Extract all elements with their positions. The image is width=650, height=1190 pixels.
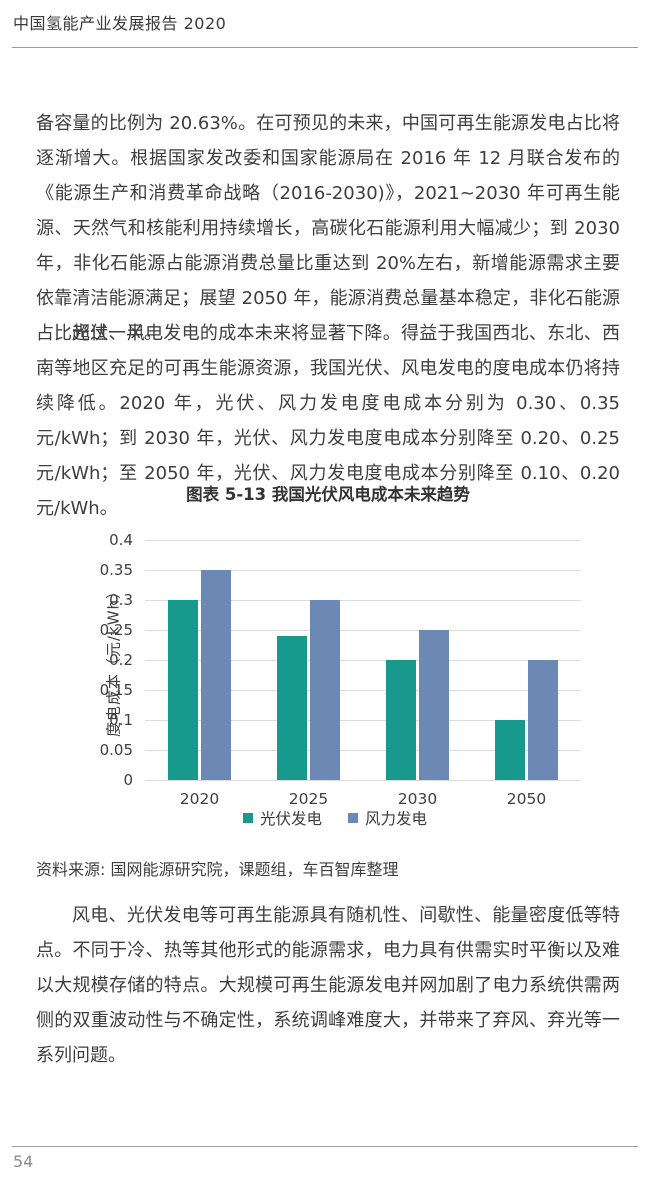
chart-legend: 光伏发电 风力发电 [85, 807, 585, 829]
legend-swatch-icon [348, 813, 358, 823]
y-tick-label: 0.25 [99, 621, 133, 639]
y-gridline [145, 569, 581, 571]
y-tick-label: 0.3 [109, 591, 133, 609]
y-tick-label: 0 [123, 771, 133, 789]
legend-label: 风力发电 [365, 810, 428, 828]
bar-series2-2020 [201, 570, 231, 780]
y-tick-label: 0.1 [109, 711, 133, 729]
legend-swatch-icon [242, 813, 253, 823]
bar-chart-pv-wind-cost: 0 0.05 0.1 0.15 0.2 0.25 0.3 0.35 0.4 2020 2025 203… [85, 515, 585, 837]
y-gridline [145, 779, 581, 781]
y-tick-label: 0.4 [109, 531, 133, 549]
bar-series2-2025 [310, 600, 340, 780]
y-gridline [145, 599, 581, 601]
figure-source: 资料来源: 国网能源研究院，课题组，车百智库整理 [36, 860, 399, 879]
report-header-title: 中国氢能产业发展报告 2020 [13, 14, 227, 33]
bar-series2-2050 [528, 660, 558, 780]
page-number: 54 [13, 1152, 34, 1171]
bar-series1-2020 [168, 600, 198, 780]
y-tick-label: 0.15 [99, 681, 133, 699]
x-tick-label: 2050 [506, 790, 547, 808]
legend-label: 光伏发电 [259, 810, 322, 828]
y-gridline [145, 689, 581, 691]
y-gridline [145, 749, 581, 751]
paragraph-renewable-characteristics: 风电、光伏发电等可再生能源具有随机性、间歇性、能量密度低等特点。不同于冷、热等其… [36, 905, 620, 1066]
y-gridline [145, 539, 581, 541]
legend-item: 光伏发电 [242, 807, 322, 829]
legend-item: 风力发电 [348, 807, 427, 829]
bar-series2-2030 [419, 630, 449, 780]
bar-series1-2050 [495, 720, 525, 780]
paragraph-renewable-outlook: 备容量的比例为 20.63%。在可预见的未来，中国可再生能源发电占比将逐渐增大。… [36, 113, 620, 344]
y-gridline [145, 629, 581, 631]
x-tick-label: 2030 [397, 790, 438, 808]
y-axis-title: 度电成本（元/kWh） [104, 582, 123, 738]
paragraph-cost-decline: 光伏、风电发电的成本未来将显著下降。得益于我国西北、东北、西南等地区充足的可再生… [36, 323, 620, 519]
header-divider [12, 47, 638, 48]
figure-caption: 图表 5-13 我国光伏风电成本未来趋势 [186, 485, 470, 504]
footer-divider [12, 1146, 638, 1147]
y-tick-label: 0.2 [109, 651, 133, 669]
y-gridline [145, 719, 581, 721]
bar-series1-2025 [277, 636, 307, 780]
y-tick-label: 0.35 [99, 561, 133, 579]
y-gridline [145, 659, 581, 661]
bar-series1-2030 [386, 660, 416, 780]
y-tick-label: 0.05 [99, 741, 133, 759]
x-tick-label: 2025 [288, 790, 329, 808]
x-tick-label: 2020 [179, 790, 220, 808]
